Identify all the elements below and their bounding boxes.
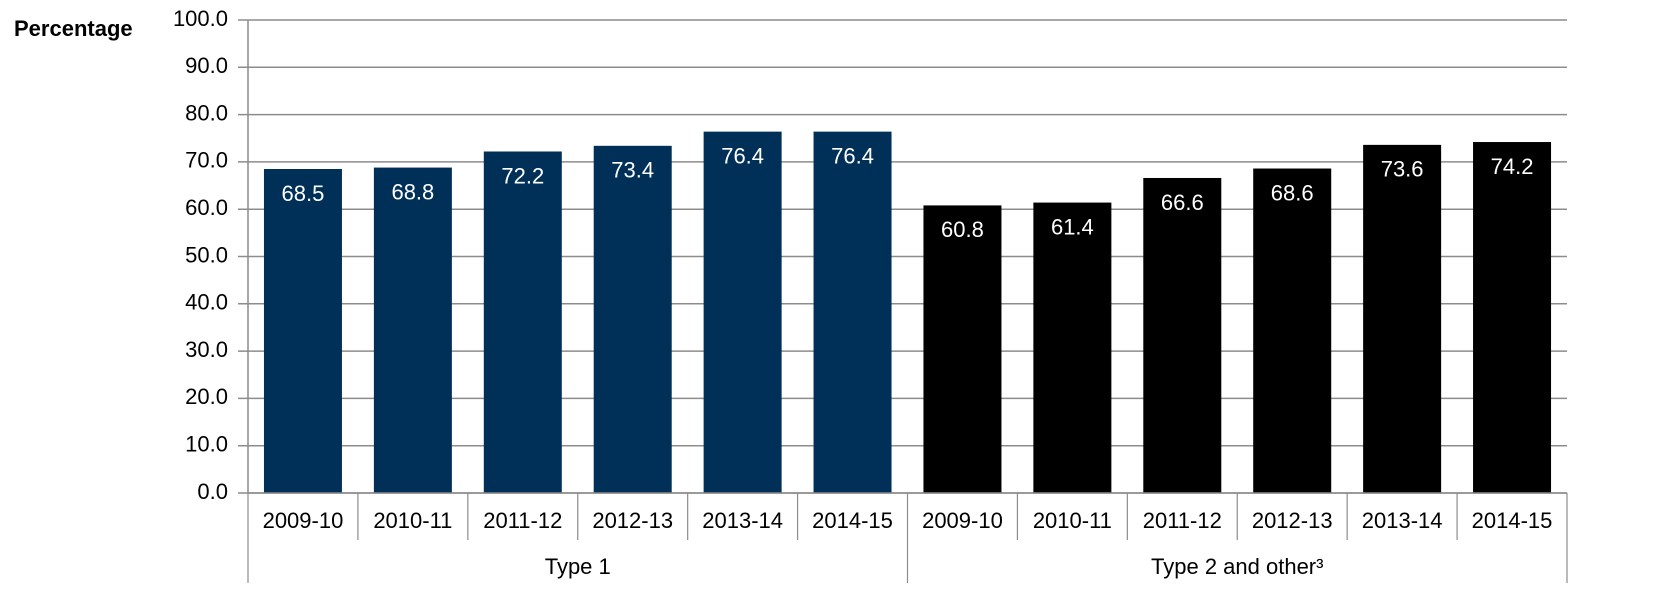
value-label: 76.4 bbox=[721, 143, 764, 168]
bar bbox=[813, 131, 892, 494]
x-tick-label: 2011-12 bbox=[1143, 508, 1222, 533]
group-label: Type 1 bbox=[545, 554, 611, 579]
y-tick-label: 40.0 bbox=[185, 290, 228, 315]
x-tick-label: 2013-14 bbox=[702, 508, 783, 533]
y-tick-label: 10.0 bbox=[185, 432, 228, 457]
value-label: 68.6 bbox=[1271, 180, 1314, 205]
y-tick-label: 80.0 bbox=[185, 100, 228, 125]
x-tick-label: 2009-10 bbox=[263, 508, 344, 533]
y-axis-label: Percentage bbox=[14, 16, 133, 41]
bar bbox=[1143, 177, 1222, 493]
value-label: 73.4 bbox=[611, 158, 654, 183]
value-label: 74.2 bbox=[1491, 154, 1534, 179]
y-tick-label: 20.0 bbox=[185, 384, 228, 409]
x-tick-label: 2009-10 bbox=[922, 508, 1003, 533]
x-tick-label: 2012-13 bbox=[592, 508, 673, 533]
value-label: 73.6 bbox=[1381, 157, 1424, 182]
x-tick-label: 2010-11 bbox=[1033, 508, 1112, 533]
x-tick-label: 2011-12 bbox=[483, 508, 562, 533]
bar bbox=[373, 167, 452, 494]
bar bbox=[1363, 144, 1442, 493]
value-label: 72.2 bbox=[501, 163, 544, 188]
value-label: 66.6 bbox=[1161, 190, 1204, 215]
x-tick-label: 2012-13 bbox=[1252, 508, 1333, 533]
value-label: 68.5 bbox=[282, 181, 325, 206]
bar bbox=[703, 131, 782, 494]
x-tick-label: 2014-15 bbox=[812, 508, 893, 533]
bar bbox=[1253, 168, 1332, 493]
y-tick-label: 60.0 bbox=[185, 195, 228, 220]
x-tick-label: 2013-14 bbox=[1362, 508, 1443, 533]
group-label: Type 2 and other³ bbox=[1151, 554, 1323, 579]
y-tick-label: 70.0 bbox=[185, 148, 228, 173]
bar bbox=[483, 151, 562, 493]
y-tick-label: 30.0 bbox=[185, 337, 228, 362]
bar bbox=[1033, 202, 1112, 493]
y-tick-label: 0.0 bbox=[197, 479, 228, 504]
y-tick-label: 90.0 bbox=[185, 53, 228, 78]
bar bbox=[593, 145, 672, 493]
x-tick-label: 2010-11 bbox=[373, 508, 452, 533]
bar bbox=[263, 168, 342, 493]
x-tick-label: 2014-15 bbox=[1472, 508, 1553, 533]
y-tick-label: 100.0 bbox=[173, 6, 228, 31]
value-label: 76.4 bbox=[831, 143, 874, 168]
bar bbox=[1473, 142, 1552, 493]
value-label: 68.8 bbox=[391, 179, 434, 204]
y-tick-label: 50.0 bbox=[185, 242, 228, 267]
bar bbox=[923, 205, 1002, 493]
value-label: 61.4 bbox=[1051, 214, 1094, 239]
value-label: 60.8 bbox=[941, 217, 984, 242]
